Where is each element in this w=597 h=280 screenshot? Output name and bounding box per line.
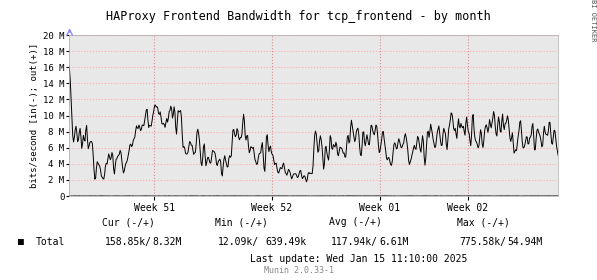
Text: 775.58k/: 775.58k/ (460, 237, 507, 247)
Text: RRDTOOL / TOBI OETIKER: RRDTOOL / TOBI OETIKER (590, 0, 596, 42)
Text: 158.85k/: 158.85k/ (104, 237, 152, 247)
Text: 8.32M: 8.32M (152, 237, 181, 247)
Text: Cur (-/+): Cur (-/+) (102, 217, 155, 227)
Text: 6.61M: 6.61M (379, 237, 408, 247)
Text: Total: Total (36, 237, 65, 247)
Text: 117.94k/: 117.94k/ (331, 237, 378, 247)
Y-axis label: bits/second [in(-); out(+)]: bits/second [in(-); out(+)] (30, 43, 39, 188)
Text: HAProxy Frontend Bandwidth for tcp_frontend - by month: HAProxy Frontend Bandwidth for tcp_front… (106, 10, 491, 23)
Text: 12.09k/: 12.09k/ (218, 237, 259, 247)
Text: 639.49k: 639.49k (266, 237, 307, 247)
Text: Last update: Wed Jan 15 11:10:00 2025: Last update: Wed Jan 15 11:10:00 2025 (250, 254, 467, 264)
Text: Min (-/+): Min (-/+) (216, 217, 268, 227)
Text: Max (-/+): Max (-/+) (457, 217, 510, 227)
Text: Avg (-/+): Avg (-/+) (329, 217, 381, 227)
Text: 54.94M: 54.94M (507, 237, 543, 247)
Text: Munin 2.0.33-1: Munin 2.0.33-1 (263, 266, 334, 275)
Text: ■: ■ (18, 237, 24, 247)
